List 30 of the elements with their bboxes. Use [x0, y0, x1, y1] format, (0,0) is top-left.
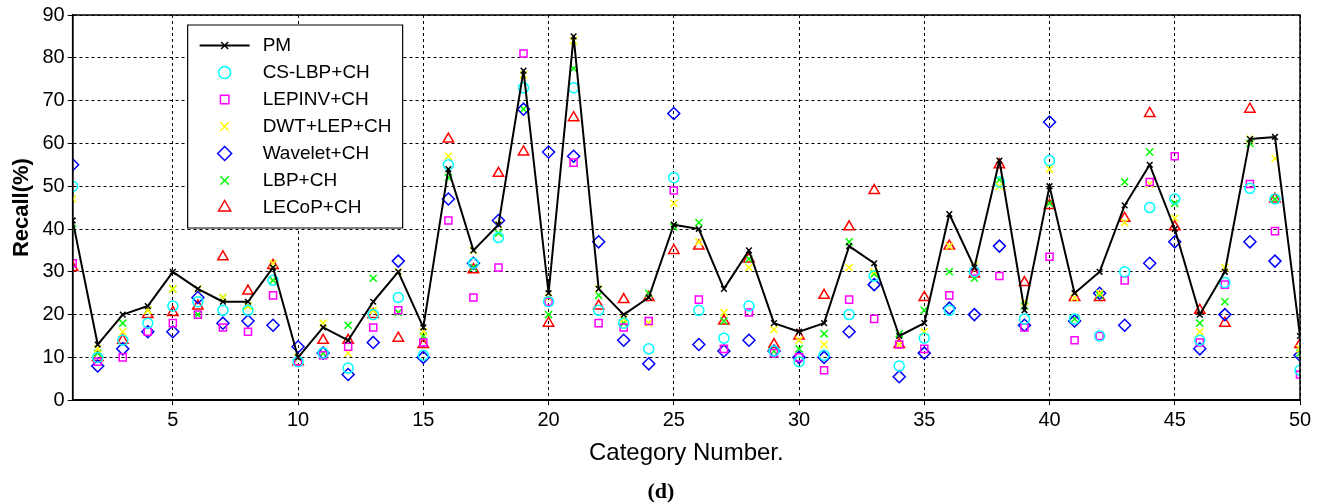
x-tick-label: 45	[1163, 407, 1186, 430]
y-tick-label: 50	[42, 173, 65, 196]
y-tick-label: 90	[42, 2, 65, 25]
y-tick-label: 80	[42, 45, 65, 68]
x-tick-label: 5	[167, 407, 179, 430]
legend-label: LBP+CH	[262, 168, 338, 190]
legend-label: PM	[262, 33, 292, 55]
x-tick-label: 25	[662, 407, 685, 430]
text: (d)	[646, 478, 676, 503]
y-tick-label: 30	[42, 259, 65, 282]
x-tick-label: 10	[286, 407, 310, 430]
x-tick-label: 35	[913, 407, 936, 430]
x-axis-title: Category Number.	[588, 438, 784, 466]
y-tick-label: 40	[42, 216, 65, 239]
y-tick-label: 60	[42, 130, 65, 153]
y-tick-label: 70	[42, 88, 65, 111]
x-tick-label: 15	[412, 407, 435, 430]
y-tick-label: 0	[53, 387, 65, 410]
x-tick-label: 30	[787, 407, 811, 430]
x-tick-label: 20	[537, 407, 560, 430]
y-axis-title: Recall(%)	[8, 158, 34, 258]
y-tick-label: 20	[42, 302, 65, 325]
legend-label: LEPINV+CH	[262, 87, 369, 109]
legend-label: DWT+LEP+CH	[262, 114, 392, 136]
legend-label: Wavelet+CH	[262, 141, 370, 163]
legend-label: CS-LBP+CH	[262, 60, 370, 82]
x-tick-label: 50	[1288, 407, 1312, 430]
legend-label: LECoP+CH	[262, 195, 362, 217]
x-tick-label: 40	[1038, 407, 1061, 430]
y-tick-label: 10	[42, 344, 65, 367]
